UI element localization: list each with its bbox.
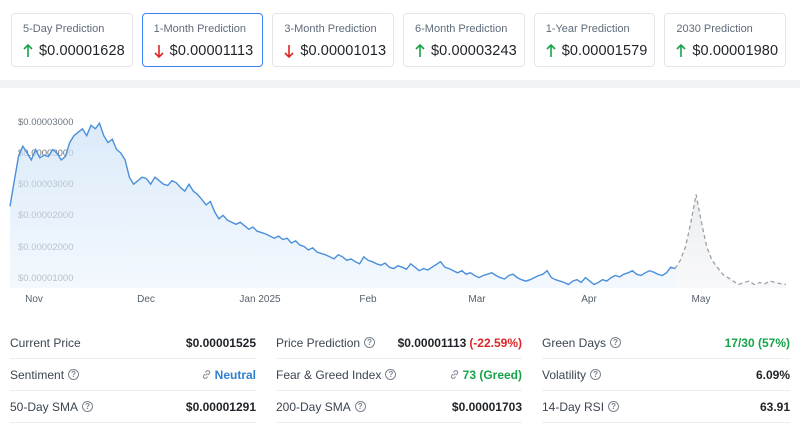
link-icon — [202, 370, 210, 379]
prediction-cards: 5-Day Prediction $0.00001628 1-Month Pre… — [11, 13, 787, 67]
stat-label: Current Price — [10, 335, 81, 350]
info-icon[interactable]: ? — [610, 337, 622, 348]
stat-label: 200-Day SMA — [276, 399, 351, 414]
stat-value: $0.00001113 — [397, 335, 467, 350]
prediction-card-label: 5-Day Prediction — [23, 23, 105, 35]
prediction-card-6-month[interactable]: 6-Month Prediction $0.00003243 — [403, 13, 525, 67]
prediction-card-label: 1-Year Prediction — [545, 23, 630, 35]
stat-value: 73 (Greed) — [462, 367, 522, 382]
stat-value: $0.00001291 — [185, 399, 256, 414]
prediction-card-value: $0.00001628 — [39, 43, 125, 59]
price-area-fill — [10, 123, 675, 288]
stat-value: Neutral — [214, 367, 256, 382]
stat-price-prediction: Price Prediction? $0.00001113 (-22.59%) — [276, 327, 522, 359]
stat-change: (-22.59%) — [469, 335, 522, 350]
price-prediction-line — [674, 194, 787, 286]
stat-50-day-sma: 50-Day SMA? $0.00001291 — [10, 391, 256, 423]
stats-column-3: Green Days? 17/30 (57%) Volatility? 6.09… — [532, 327, 800, 423]
price-history-line — [9, 121, 676, 286]
stat-current-price: Current Price $0.00001525 — [10, 327, 256, 359]
stats-column-1: Current Price $0.00001525 Sentiment? Neu… — [0, 327, 266, 423]
prediction-card-value: $0.00001579 — [561, 43, 648, 59]
stat-label: Price Prediction — [276, 335, 361, 350]
stat-value: 63.91 — [759, 399, 790, 414]
x-tick-label: Jan 2025 — [239, 294, 281, 305]
info-icon[interactable]: ? — [385, 369, 397, 380]
stat-label: 50-Day SMA — [10, 399, 79, 414]
info-icon[interactable]: ? — [82, 401, 94, 412]
link-icon — [450, 370, 458, 379]
prediction-card-value: $0.00001113 — [169, 43, 254, 59]
prediction-card-value: $0.00001013 — [300, 43, 387, 59]
stat-14-day-rsi: 14-Day RSI? 63.91 — [542, 391, 790, 423]
arrow-up-icon — [23, 44, 33, 57]
stats-grid: Current Price $0.00001525 Sentiment? Neu… — [0, 327, 800, 423]
stats-column-2: Price Prediction? $0.00001113 (-22.59%) … — [266, 327, 532, 423]
info-icon[interactable]: ? — [590, 369, 602, 380]
arrow-down-icon — [154, 45, 164, 58]
prediction-card-1-month[interactable]: 1-Month Prediction $0.00001113 — [141, 13, 264, 67]
stat-value: $0.00001703 — [451, 399, 522, 414]
stat-green-days: Green Days? 17/30 (57%) — [542, 327, 790, 359]
prediction-card-label: 2030 Prediction — [676, 23, 753, 35]
info-icon[interactable]: ? — [364, 337, 376, 348]
price-chart[interactable]: $0.00003000$0.00003000$0.00003000$0.0000… — [0, 88, 800, 308]
prediction-card-value: $0.00003243 — [431, 43, 517, 59]
prediction-card-3-month[interactable]: 3-Month Prediction $0.00001013 — [272, 13, 395, 67]
stat-value: 17/30 (57%) — [724, 335, 790, 350]
arrow-up-icon — [546, 44, 556, 57]
x-tick-label: Nov — [25, 294, 43, 305]
stat-label: Volatility — [542, 367, 587, 382]
fear-greed-link[interactable]: 73 (Greed) — [449, 368, 522, 382]
stat-label: 14-Day RSI — [542, 399, 605, 414]
stat-label: Fear & Greed Index — [276, 367, 382, 382]
stat-200-day-sma: 200-Day SMA? $0.00001703 — [276, 391, 522, 423]
prediction-card-label: 1-Month Prediction — [153, 23, 246, 35]
prediction-card-1-year[interactable]: 1-Year Prediction $0.00001579 — [533, 13, 656, 67]
prediction-area-fill — [675, 194, 786, 288]
x-tick-label: May — [692, 294, 711, 305]
prediction-card-5-day[interactable]: 5-Day Prediction $0.00001628 — [11, 13, 133, 67]
arrow-up-icon — [415, 44, 425, 57]
stat-label: Sentiment — [10, 367, 65, 382]
prediction-card-label: 6-Month Prediction — [415, 23, 508, 35]
prediction-card-label: 3-Month Prediction — [284, 23, 377, 35]
stat-value: $0.00001525 — [185, 335, 256, 350]
x-tick-label: Apr — [581, 294, 597, 305]
info-icon[interactable]: ? — [608, 401, 620, 412]
y-tick-label: $0.00003000 — [18, 117, 73, 128]
arrow-up-icon — [676, 44, 686, 57]
prediction-card-2030[interactable]: 2030 Prediction $0.00001980 — [664, 13, 787, 67]
x-tick-label: Feb — [359, 294, 377, 305]
x-tick-label: Dec — [137, 294, 155, 305]
section-divider — [0, 80, 800, 88]
info-icon[interactable]: ? — [354, 401, 366, 412]
stat-value: 6.09% — [755, 367, 790, 382]
info-icon[interactable]: ? — [68, 369, 80, 380]
arrow-down-icon — [284, 45, 294, 58]
x-tick-label: Mar — [468, 294, 486, 305]
stat-label: Green Days — [542, 335, 607, 350]
stat-volatility: Volatility? 6.09% — [542, 359, 790, 391]
y-tick-label: $0.00003000 — [18, 148, 73, 159]
stat-fear-greed: Fear & Greed Index? 73 (Greed) — [276, 359, 522, 391]
prediction-card-value: $0.00001980 — [692, 43, 779, 59]
sentiment-link[interactable]: Neutral — [201, 368, 256, 382]
price-chart-svg: $0.00003000$0.00003000$0.00003000$0.0000… — [9, 117, 787, 305]
stat-sentiment: Sentiment? Neutral — [10, 359, 256, 391]
